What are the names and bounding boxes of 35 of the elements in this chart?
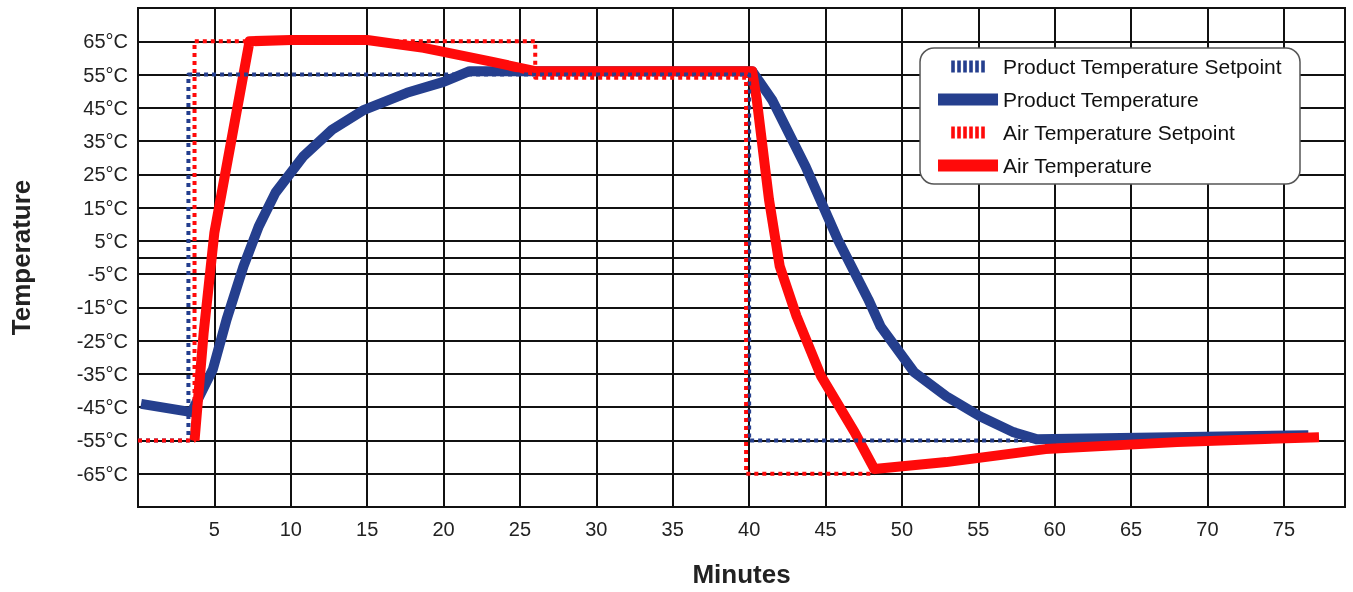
y-axis-title: Temperature [6,179,36,336]
x-tick-label: 35 [661,518,684,540]
y-tick-label: 35°C [83,130,128,153]
x-tick-label: 30 [585,518,608,540]
x-tick-label: 75 [1272,518,1296,540]
y-tick-label: -25°C [76,329,128,352]
y-tick-label: 55°C [83,63,128,86]
x-tick-label: 5 [208,518,220,540]
y-tick-label: -65°C [76,462,128,485]
x-tick-label: 70 [1196,518,1219,540]
legend-label: Air Temperature Setpoint [1003,121,1236,144]
y-tick-label: -55°C [76,429,128,452]
x-tick-label: 10 [279,518,302,540]
y-tick-label: 5°C [94,229,128,252]
y-tick-label: 25°C [83,163,128,186]
x-tick-label: 60 [1043,518,1066,540]
y-tick-label: -15°C [76,296,128,319]
y-tick-label: 15°C [83,196,128,219]
x-tick-label: 40 [738,518,761,540]
y-tick-label: -45°C [76,396,128,419]
y-tick-label: 45°C [83,96,128,119]
x-tick-label: 45 [814,518,837,540]
x-tick-label: 65 [1119,518,1143,540]
legend-label: Product Temperature Setpoint [1003,55,1282,78]
y-tick-label: 65°C [83,30,128,53]
x-tick-label: 20 [432,518,455,540]
y-tick-label: -35°C [76,362,128,385]
x-tick-label: 55 [967,518,990,540]
x-axis-title: Minutes [692,559,791,589]
y-tick-label: -5°C [87,263,128,286]
legend-label: Product Temperature [1003,88,1199,111]
x-tick-label: 25 [508,518,532,540]
x-tick-label: 15 [356,518,379,540]
legend-label: Air Temperature [1003,154,1153,177]
x-tick-label: 50 [890,518,914,540]
